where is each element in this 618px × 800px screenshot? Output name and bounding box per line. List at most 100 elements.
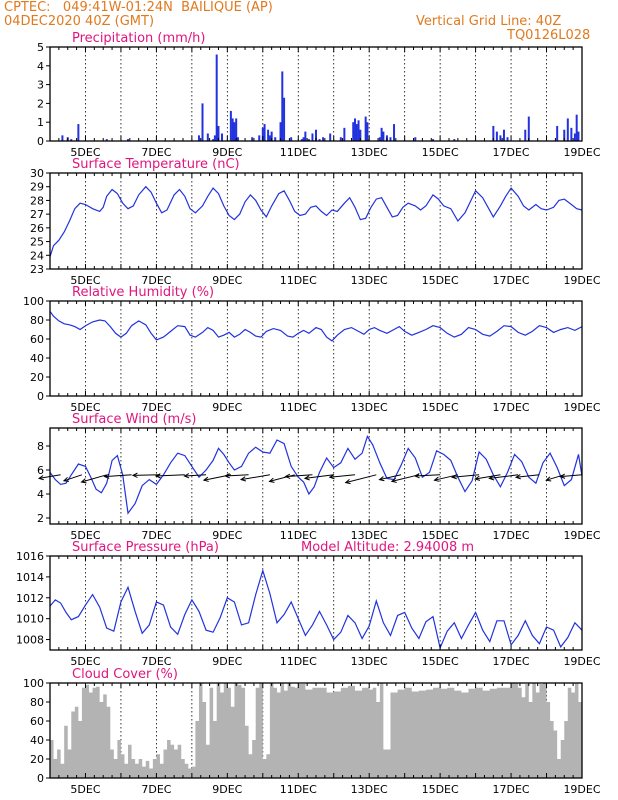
- panel-title: Relative Humidity (%): [72, 285, 214, 300]
- wind-arrow: [514, 474, 540, 480]
- x-tick-label: 17DEC: [493, 655, 530, 668]
- precip-bar: [570, 127, 573, 141]
- panel-0: 0 1 2 3 4 5 5DEC 7DEC 9DEC 11DEC 13DEC 15DEC 17DEC 19…: [37, 31, 601, 159]
- wind-arrow: [284, 473, 313, 479]
- precip-bar: [77, 124, 80, 141]
- header-init-time: 04DEC2020 40Z (GMT): [4, 14, 155, 29]
- precip-bar: [261, 127, 264, 141]
- precip-bar: [492, 125, 495, 141]
- x-tick-label: 11DEC: [280, 146, 317, 159]
- y-tick-label: 29: [30, 181, 44, 194]
- x-tick-label: 19DEC: [563, 274, 600, 287]
- wind-arrow: [328, 474, 356, 480]
- precip-bar: [556, 125, 559, 141]
- wind-arrow: [80, 474, 107, 484]
- x-tick-label: 13DEC: [351, 401, 388, 414]
- x-tick-label: 11DEC: [280, 274, 317, 287]
- x-tick-label: 9DEC: [212, 274, 242, 287]
- precip-bar: [267, 129, 270, 141]
- wind-arrow: [451, 474, 480, 480]
- x-tick-label: 7DEC: [141, 783, 171, 796]
- y-tick-label: 8: [37, 440, 44, 453]
- precip-bar: [281, 71, 284, 141]
- x-tick-label: 13DEC: [351, 783, 388, 796]
- precip-bar: [213, 135, 216, 141]
- y-tick-label: 26: [30, 222, 44, 235]
- x-tick-label: 13DEC: [351, 274, 388, 287]
- precip-bar: [573, 133, 576, 141]
- precip-bar: [432, 139, 435, 141]
- precip-bar: [506, 137, 509, 141]
- panel-title: Cloud Cover (%): [72, 667, 178, 682]
- y-tick-label: 60: [30, 715, 44, 728]
- panel-frame: [49, 555, 583, 651]
- y-tick-label: 1008: [16, 634, 44, 647]
- x-tick-label: 9DEC: [212, 655, 242, 668]
- panel-annotation: Model Altitude: 2.94008 m: [301, 540, 474, 555]
- y-tick-label: 28: [30, 194, 44, 207]
- precip-bar: [315, 129, 317, 141]
- precip-bar: [302, 137, 305, 141]
- wind-arrow: [344, 474, 377, 485]
- y-tick-label: 100: [23, 295, 44, 308]
- y-tick-label: 25: [30, 236, 44, 249]
- panel-frame: [49, 300, 583, 397]
- y-tick-label: 0: [37, 135, 44, 148]
- wind-arrow: [378, 474, 402, 482]
- x-tick-label: 19DEC: [563, 655, 600, 668]
- precip-bar: [236, 137, 239, 141]
- precip-bar: [233, 122, 236, 141]
- precip-bar: [229, 110, 232, 141]
- x-tick-label: 11DEC: [280, 655, 317, 668]
- wind-arrow: [154, 473, 185, 479]
- x-tick-label: 15DEC: [422, 529, 459, 542]
- x-tick-label: 5DEC: [70, 401, 100, 414]
- precip-bar: [322, 137, 325, 141]
- x-tick-label: 13DEC: [351, 529, 388, 542]
- series-line: [49, 185, 583, 257]
- wind-arrow: [413, 473, 441, 479]
- precip-bar: [366, 122, 369, 141]
- x-tick-label: 17DEC: [493, 401, 530, 414]
- y-tick-label: 0: [37, 390, 44, 403]
- y-tick-label: 24: [30, 249, 44, 262]
- y-tick-label: 30: [30, 167, 44, 180]
- precip-bar: [318, 139, 321, 141]
- precip-bar: [355, 124, 358, 141]
- x-tick-label: 5DEC: [70, 274, 100, 287]
- panel-title: Surface Wind (m/s): [72, 412, 196, 427]
- x-tick-label: 11DEC: [280, 783, 317, 796]
- y-tick-label: 80: [30, 696, 44, 709]
- x-tick-label: 19DEC: [563, 146, 600, 159]
- x-tick-label: 15DEC: [422, 274, 459, 287]
- panel-title: Precipitation (mm/h): [72, 31, 205, 46]
- precip-bar: [359, 129, 362, 141]
- precip-bar: [352, 122, 355, 141]
- precip-bar: [235, 118, 238, 141]
- precip-bar: [389, 137, 392, 141]
- y-tick-label: 4: [37, 60, 44, 73]
- y-tick-label: 2: [37, 512, 44, 525]
- y-tick-label: 40: [30, 734, 44, 747]
- y-tick-label: 5: [37, 41, 44, 54]
- precip-bar: [231, 118, 234, 141]
- x-tick-label: 19DEC: [563, 401, 600, 414]
- precip-bar: [290, 137, 293, 141]
- precip-bar: [527, 116, 530, 141]
- panel-2: 0 20 40 60 80 100 5DEC 7DEC 9DEC 11DEC 13DEC 15DEC 1…: [23, 285, 601, 414]
- series-line: [49, 311, 583, 342]
- x-tick-label: 5DEC: [70, 783, 100, 796]
- panel-title: Surface Pressure (hPa): [72, 540, 219, 555]
- precip-bar: [206, 133, 209, 141]
- precip-bar: [382, 131, 385, 141]
- cloud-area: [50, 683, 582, 778]
- x-tick-label: 9DEC: [212, 529, 242, 542]
- precip-bar: [563, 129, 566, 141]
- precip-bar: [339, 137, 342, 141]
- wind-arrow: [303, 474, 334, 481]
- precip-bar: [221, 133, 224, 141]
- y-tick-label: 1: [37, 116, 44, 129]
- precip-bar: [495, 131, 498, 141]
- y-tick-label: 80: [30, 314, 44, 327]
